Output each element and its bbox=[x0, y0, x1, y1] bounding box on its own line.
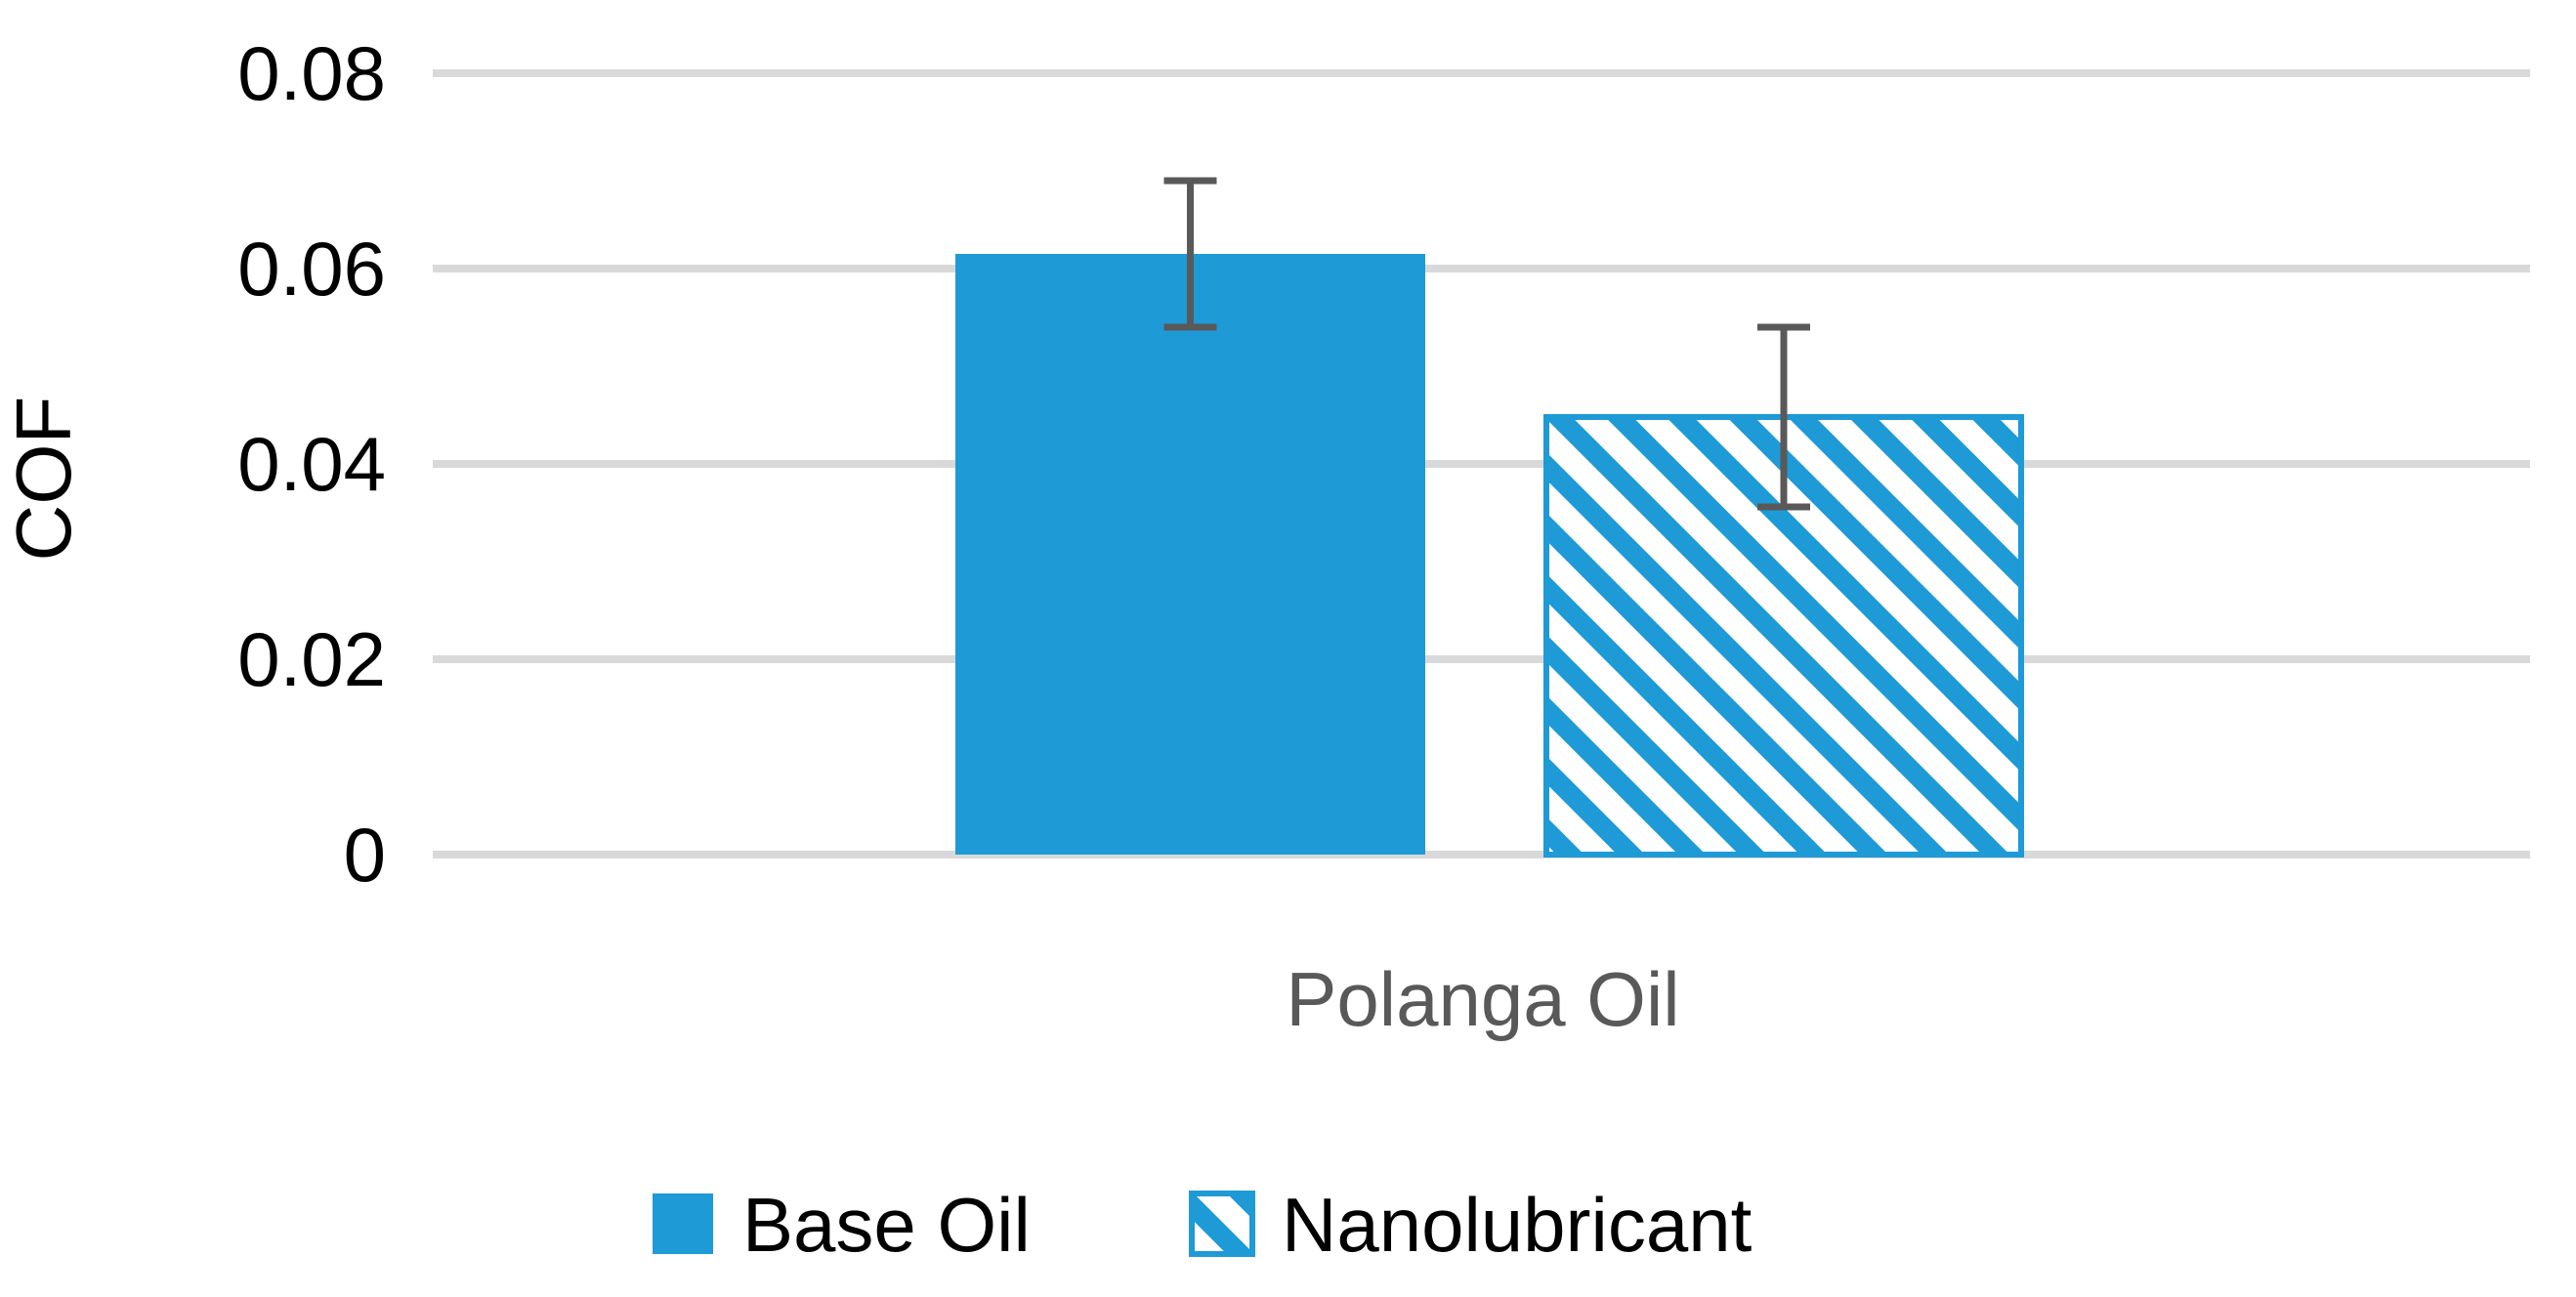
y-tick-label: 0.04 bbox=[237, 421, 386, 507]
y-axis-ticks: 0 0.02 0.04 0.06 0.08 bbox=[237, 30, 386, 898]
y-tick-label: 0.06 bbox=[237, 226, 386, 312]
bar-base-oil bbox=[955, 254, 1425, 855]
error-bar bbox=[1757, 323, 1810, 511]
error-bar bbox=[1163, 177, 1217, 331]
bars bbox=[955, 254, 2024, 858]
y-tick-label: 0 bbox=[344, 812, 386, 898]
legend-label: Nanolubricant bbox=[1282, 1182, 1753, 1268]
y-axis-label: COF bbox=[0, 397, 87, 562]
legend-label: Base Oil bbox=[742, 1182, 1031, 1268]
legend-swatch bbox=[1189, 1191, 1255, 1257]
legend-item-nanolubricant: Nanolubricant bbox=[1189, 1182, 1753, 1268]
legend-item-base-oil: Base Oil bbox=[653, 1182, 1031, 1268]
gridlines bbox=[433, 69, 2530, 858]
legend-swatch bbox=[653, 1193, 713, 1254]
x-category-label: Polanga Oil bbox=[1286, 956, 1679, 1042]
y-tick-label: 0.02 bbox=[237, 616, 386, 702]
error-bars bbox=[1163, 177, 1810, 511]
y-tick-label: 0.08 bbox=[237, 30, 386, 116]
legend: Base Oil Nanolubricant bbox=[653, 1182, 1753, 1268]
